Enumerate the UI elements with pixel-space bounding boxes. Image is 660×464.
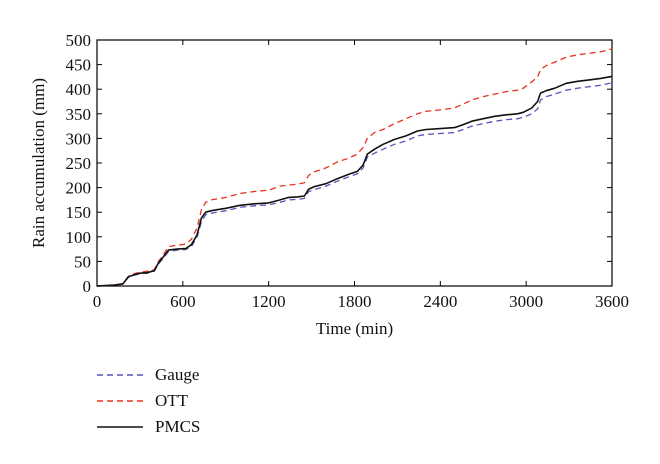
- x-tick-label: 2400: [423, 292, 457, 311]
- y-axis-title: Rain accumulation (mm): [29, 78, 48, 248]
- x-tick-label: 3000: [509, 292, 543, 311]
- series-line-pmcs: [96, 75, 613, 287]
- y-tick-label: 200: [66, 179, 92, 198]
- series-lines: [96, 48, 613, 287]
- x-tick-label: 3600: [595, 292, 629, 311]
- y-tick-label: 500: [66, 31, 92, 50]
- legend-item-ott: OTT: [95, 388, 200, 414]
- legend-swatch-gauge: [95, 370, 145, 380]
- series-line-ott: [96, 48, 613, 287]
- x-tick-label: 600: [170, 292, 196, 311]
- x-tick-label: 0: [93, 292, 102, 311]
- y-tick-label: 400: [66, 80, 92, 99]
- x-tick-label: 1200: [252, 292, 286, 311]
- x-tick-label: 1800: [338, 292, 372, 311]
- series-line-gauge: [96, 82, 613, 287]
- legend-swatch-ott: [95, 396, 145, 406]
- y-tick-label: 150: [66, 203, 92, 222]
- legend-item-gauge: Gauge: [95, 362, 200, 388]
- legend-label-gauge: Gauge: [155, 365, 200, 384]
- x-axis-title: Time (min): [316, 319, 393, 338]
- axis-ticks: 0 600 1200 1800 2400 3000 3600 0 50 100 150 200 250 3…: [66, 31, 630, 311]
- y-tick-label: 50: [74, 252, 91, 271]
- y-tick-label: 250: [66, 154, 92, 173]
- y-tick-label: 350: [66, 105, 92, 124]
- legend-label-ott: OTT: [155, 391, 189, 410]
- y-tick-label: 100: [66, 228, 92, 247]
- y-tick-label: 300: [66, 129, 92, 148]
- y-tick-label: 0: [83, 277, 92, 296]
- legend: Gauge OTT PMCS: [95, 362, 200, 440]
- legend-swatch-pmcs: [95, 422, 145, 432]
- y-tick-label: 450: [66, 56, 92, 75]
- legend-label-pmcs: PMCS: [155, 417, 201, 436]
- legend-item-pmcs: PMCS: [95, 414, 200, 440]
